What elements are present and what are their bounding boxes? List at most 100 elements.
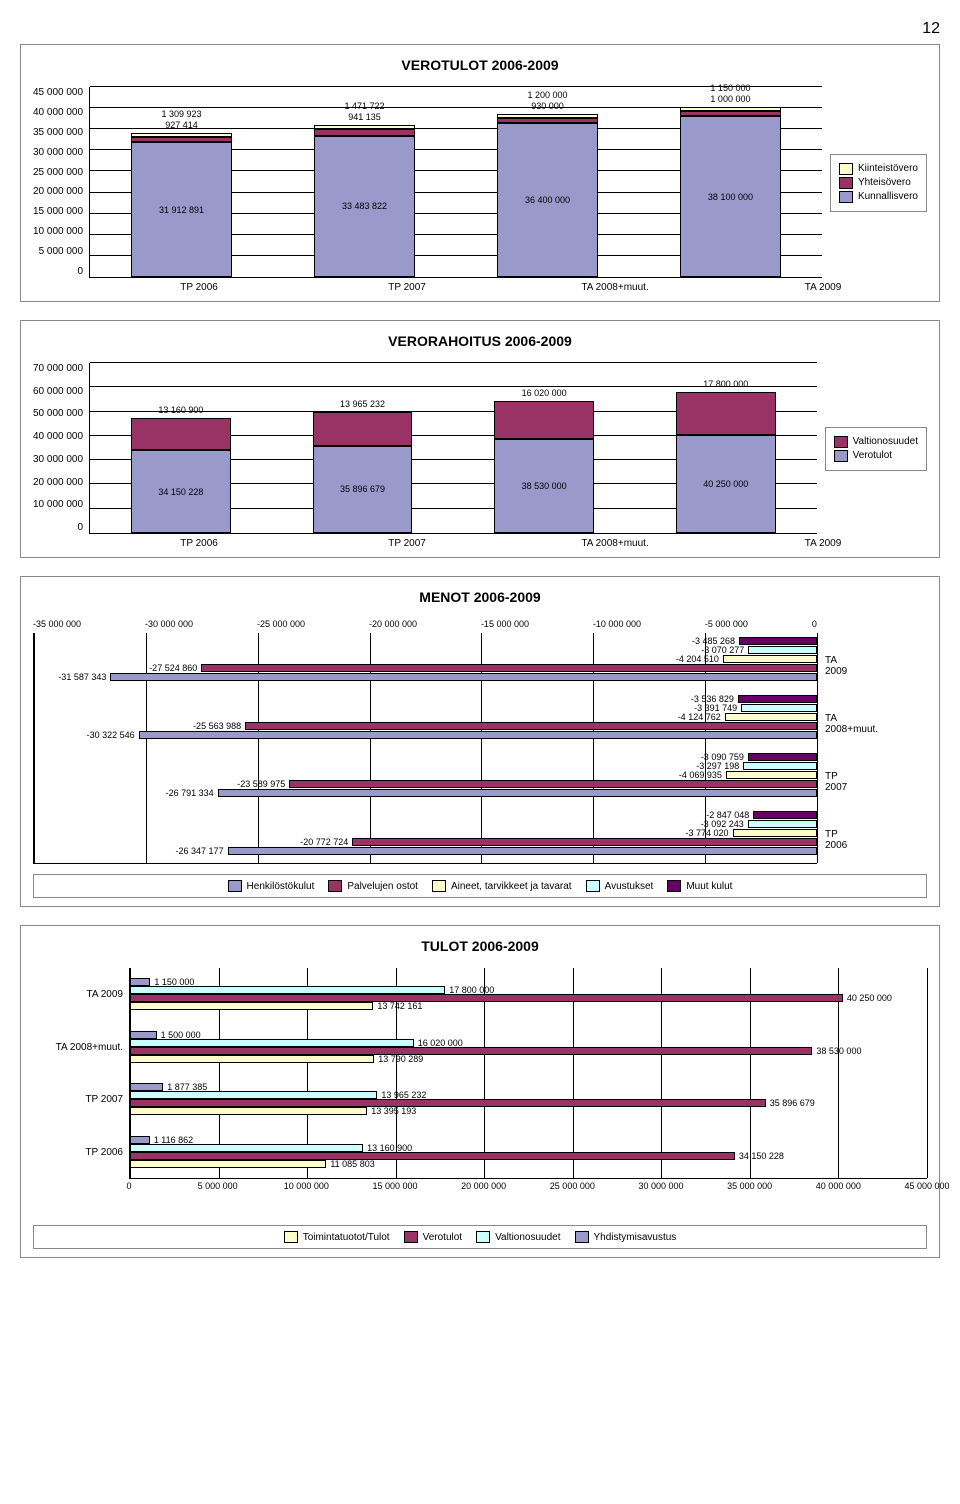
bar-segment bbox=[680, 111, 781, 116]
xtick-label: TP 2006 bbox=[95, 538, 303, 549]
bar-value-label: 1 200 000 bbox=[527, 90, 567, 100]
legend-swatch bbox=[839, 177, 853, 189]
legend-label: Yhdistymisavustus bbox=[594, 1232, 677, 1243]
legend-swatch bbox=[476, 1231, 490, 1243]
legend-item: Kunnallisvero bbox=[839, 191, 918, 203]
bar-segment bbox=[676, 392, 776, 435]
hbar-value-label: 38 530 000 bbox=[816, 1046, 861, 1056]
hbar bbox=[289, 780, 817, 788]
hbar bbox=[352, 838, 817, 846]
hbar bbox=[228, 847, 817, 855]
hbar bbox=[748, 646, 817, 654]
legend-item: Avustukset bbox=[586, 880, 654, 892]
legend-label: Toimintatuotot/Tulot bbox=[303, 1232, 390, 1243]
xtick-label: TP 2006 bbox=[95, 282, 303, 293]
legend-label: Verotulot bbox=[853, 450, 892, 461]
legend-swatch bbox=[586, 880, 600, 892]
hbar bbox=[748, 753, 817, 761]
chart3-xaxis-top: -35 000 000-30 000 000-25 000 000-20 000… bbox=[33, 619, 817, 629]
legend-swatch bbox=[839, 191, 853, 203]
ytick-label: 60 000 000 bbox=[33, 386, 83, 397]
bar-segment bbox=[494, 401, 594, 440]
legend-swatch bbox=[284, 1231, 298, 1243]
bar-value-label: 36 400 000 bbox=[525, 195, 570, 205]
legend-label: Avustukset bbox=[605, 881, 654, 892]
bar-segment bbox=[497, 118, 598, 123]
page-number: 12 bbox=[20, 20, 940, 38]
bar-value-label: 33 483 822 bbox=[342, 201, 387, 211]
hbar-value-label: -26 347 177 bbox=[176, 846, 224, 856]
bar-segment bbox=[313, 412, 413, 446]
hbar-value-label: -4 069 935 bbox=[679, 770, 722, 780]
legend-label: Valtionosuudet bbox=[495, 1232, 560, 1243]
category-label: TA 2008+muut. bbox=[825, 713, 878, 735]
hbar-value-label: -4 124 762 bbox=[678, 712, 721, 722]
legend-item: Muut kulut bbox=[667, 880, 732, 892]
legend-label: Valtionosuudet bbox=[853, 436, 918, 447]
xtick-label: TA 2009 bbox=[719, 282, 927, 293]
chart4-xaxis: 05 000 00010 000 00015 000 00020 000 000… bbox=[129, 1181, 927, 1215]
legend-item: Valtionosuudet bbox=[834, 436, 918, 448]
bar-value-label: 13 160 900 bbox=[158, 405, 203, 415]
ytick-label: 10 000 000 bbox=[33, 226, 83, 237]
legend-label: Muut kulut bbox=[686, 881, 732, 892]
chart1-xaxis: TP 2006TP 2007TA 2008+muut.TA 2009 bbox=[89, 282, 927, 293]
hbar-value-label: 40 250 000 bbox=[847, 993, 892, 1003]
bar-value-label: 927 414 bbox=[165, 120, 198, 130]
hbar bbox=[130, 1160, 326, 1168]
legend-label: Kiinteistövero bbox=[858, 163, 918, 174]
legend-swatch bbox=[575, 1231, 589, 1243]
chart2-title: VERORAHOITUS 2006-2009 bbox=[33, 333, 927, 349]
hbar-value-label: 11 085 803 bbox=[330, 1159, 374, 1169]
xtick-label: -10 000 000 bbox=[593, 619, 641, 629]
legend-item: Verotulot bbox=[404, 1231, 462, 1243]
bar-value-label: 1 309 923 bbox=[162, 109, 202, 119]
ytick-label: 15 000 000 bbox=[33, 206, 83, 217]
chart1-yaxis: 45 000 00040 000 00035 000 00030 000 000… bbox=[33, 87, 89, 277]
bar-value-label: 930 000 bbox=[531, 101, 564, 111]
hbar bbox=[110, 673, 817, 681]
ytick-label: 25 000 000 bbox=[33, 167, 83, 178]
bar-value-label: 17 800 000 bbox=[703, 379, 748, 389]
ytick-label: 0 bbox=[78, 522, 84, 533]
hbar bbox=[130, 1152, 735, 1160]
ytick-label: 30 000 000 bbox=[33, 454, 83, 465]
hbar bbox=[130, 1055, 374, 1063]
bar-value-label: 34 150 228 bbox=[158, 487, 203, 497]
hbar bbox=[130, 1091, 377, 1099]
hbar bbox=[725, 713, 817, 721]
category-label: TA 2009 bbox=[33, 989, 123, 1000]
hbar bbox=[130, 994, 843, 1002]
legend-swatch bbox=[834, 450, 848, 462]
hbar-value-label: 13 790 289 bbox=[378, 1054, 423, 1064]
xtick-label: 40 000 000 bbox=[813, 1181, 863, 1191]
xtick-label: TA 2008+muut. bbox=[511, 282, 719, 293]
legend-item: Toimintatuotot/Tulot bbox=[284, 1231, 390, 1243]
hbar-value-label: -23 589 975 bbox=[237, 779, 285, 789]
hbar bbox=[748, 820, 817, 828]
ytick-label: 40 000 000 bbox=[33, 431, 83, 442]
bar-segment bbox=[131, 133, 232, 137]
hbar bbox=[743, 762, 817, 770]
xtick-label: -5 000 000 bbox=[705, 619, 748, 629]
chart1-title: VEROTULOT 2006-2009 bbox=[33, 57, 927, 73]
bar-segment bbox=[314, 125, 415, 129]
bar-segment bbox=[497, 114, 598, 118]
ytick-label: 20 000 000 bbox=[33, 186, 83, 197]
hbar-value-label: -25 563 988 bbox=[193, 721, 241, 731]
chart2-legend: Valtionosuudet Verotulot bbox=[825, 427, 927, 471]
ytick-label: 35 000 000 bbox=[33, 127, 83, 138]
legend-swatch bbox=[404, 1231, 418, 1243]
chart-tulot: TULOT 2006-2009 TA 2009TA 2008+muut.TP 2… bbox=[20, 925, 940, 1258]
chart2-plot: 34 150 22813 160 90035 896 67913 965 232… bbox=[89, 363, 817, 534]
category-label: TP 2006 bbox=[825, 829, 847, 851]
legend-item: Henkilöstökulut bbox=[228, 880, 315, 892]
chart2-xaxis: TP 2006TP 2007TA 2008+muut.TA 2009 bbox=[89, 538, 927, 549]
bar-segment bbox=[131, 137, 232, 143]
xtick-label: TP 2007 bbox=[303, 282, 511, 293]
chart3-legend: HenkilöstökulutPalvelujen ostotAineet, t… bbox=[33, 874, 927, 898]
hbar bbox=[218, 789, 817, 797]
legend-swatch bbox=[432, 880, 446, 892]
category-label: TP 2007 bbox=[825, 771, 847, 793]
hbar-value-label: -30 322 546 bbox=[87, 730, 135, 740]
